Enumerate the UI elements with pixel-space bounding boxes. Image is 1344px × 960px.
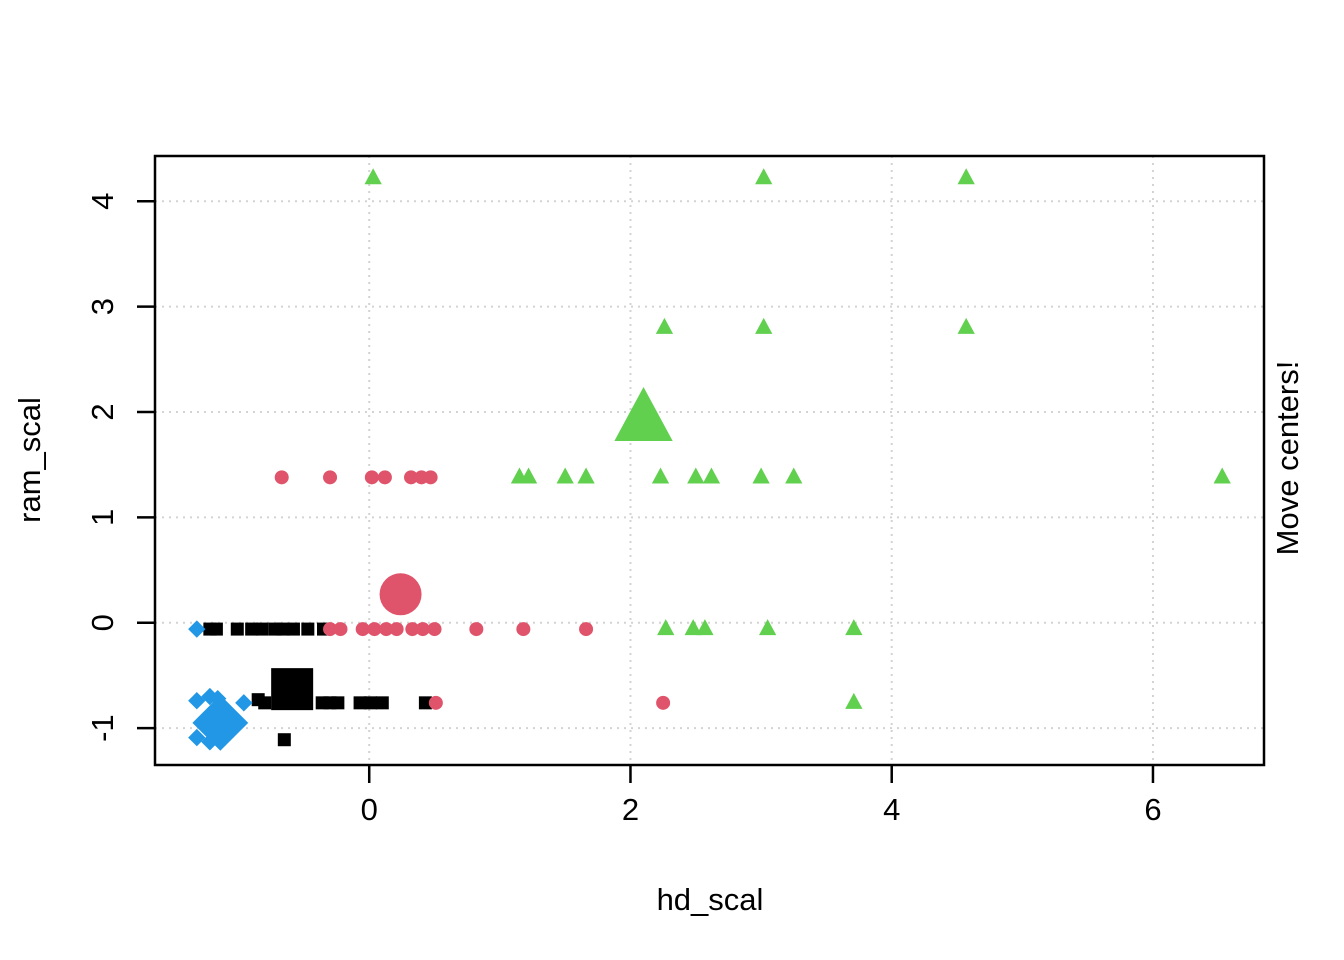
cluster-red-points-marker — [423, 470, 438, 485]
cluster-black-points-marker — [375, 696, 389, 710]
cluster-red-points-marker — [274, 470, 289, 485]
cluster-red-points-marker — [415, 622, 430, 637]
grid-lines — [155, 156, 1264, 765]
plot-frame — [153, 154, 1266, 767]
cluster-red-points-marker — [427, 622, 442, 637]
cluster-black-points-marker — [209, 622, 223, 636]
cluster-red-points-marker — [428, 695, 443, 710]
cluster-green-points-marker — [845, 692, 863, 709]
cluster-green-points-marker — [577, 467, 595, 484]
cluster-green-points-marker — [1213, 467, 1231, 484]
cluster-green-points-marker — [655, 317, 674, 334]
cluster-black-points-marker — [353, 696, 367, 710]
cluster-green-points-marker — [651, 467, 670, 484]
cluster-blue-points-marker — [188, 692, 206, 710]
cluster-green-points-marker — [702, 467, 721, 484]
cluster-green-points-marker — [696, 619, 714, 636]
y-axis-label: ram_scal — [12, 397, 47, 523]
y-tick-label-2: 2 — [85, 403, 120, 420]
x-axis-label: hd_scal — [657, 882, 764, 917]
cluster-green-points-marker — [364, 168, 382, 185]
cluster-black-points-marker — [364, 696, 378, 710]
cluster-green-points-marker — [957, 168, 975, 185]
cluster-red-points-marker — [367, 622, 382, 637]
cluster-red-points-marker — [364, 470, 379, 485]
cluster-blue-points-marker — [188, 620, 206, 638]
right-margin-label: Move centers! — [1270, 361, 1305, 556]
cluster-black-points-marker — [418, 696, 432, 710]
cluster-blue-points-marker — [188, 728, 206, 747]
cluster-black-points-marker — [286, 622, 300, 636]
center-black-marker — [271, 668, 314, 711]
cluster-black-points-marker — [331, 696, 345, 710]
y-tick-label--1: -1 — [85, 714, 120, 742]
y-tick-label-3: 3 — [85, 298, 120, 315]
axis-ticks: 0 2 4 6 -1 0 1 2 3 4 — [85, 193, 1162, 827]
cluster-green-points-marker — [684, 619, 702, 636]
cluster-blue-points-marker — [201, 687, 219, 706]
cluster-red-points-marker — [377, 470, 392, 485]
cluster-red-points-marker — [405, 622, 420, 637]
cluster-blue-points-marker — [235, 694, 253, 712]
cluster-black-points-marker — [230, 622, 244, 636]
y-tick-label-0: 0 — [85, 614, 120, 631]
cluster-red-points-marker — [355, 622, 370, 637]
cluster-red-points-marker — [579, 622, 594, 637]
cluster-red-points-marker — [379, 622, 394, 637]
cluster-green-points-marker — [758, 619, 777, 636]
cluster-black-points-marker — [276, 622, 290, 636]
cluster-red-points-marker — [389, 622, 404, 637]
cluster-green-points-marker — [519, 467, 538, 484]
cluster-green-points-marker — [845, 619, 863, 636]
cluster-red-points-marker — [323, 470, 338, 485]
x-tick-label-6: 6 — [1144, 792, 1161, 827]
cluster-green-points-marker — [752, 467, 770, 484]
y-tick-label-1: 1 — [85, 509, 120, 526]
cluster-red-points-marker — [323, 622, 338, 637]
cluster-black-points-marker — [301, 622, 315, 636]
cluster-green-points-marker — [657, 619, 675, 636]
cluster-green-points-marker — [755, 168, 773, 185]
cluster-green-points-marker — [556, 467, 574, 484]
x-tick-label-2: 2 — [622, 792, 639, 827]
y-tick-label-4: 4 — [85, 193, 120, 210]
x-tick-label-4: 4 — [883, 792, 900, 827]
cluster-red-points-marker — [469, 622, 484, 637]
center-red-marker — [379, 573, 422, 616]
cluster-red-points-marker — [656, 695, 671, 710]
cluster-black-points-marker — [245, 622, 259, 636]
data-points-layer — [188, 168, 1231, 751]
plot-border — [153, 154, 1266, 767]
center-blue-marker — [192, 694, 249, 751]
cluster-green-points-marker — [755, 317, 773, 334]
cluster-black-points-marker — [255, 622, 269, 636]
cluster-black-points-marker — [277, 733, 291, 747]
cluster-green-points-marker — [957, 317, 975, 334]
cluster-black-points-marker — [258, 696, 272, 710]
x-tick-label-0: 0 — [361, 792, 378, 827]
center-green-marker — [614, 386, 673, 441]
cluster-red-points-marker — [516, 622, 531, 637]
cluster-red-points-marker — [333, 622, 348, 637]
cluster-red-points-marker — [404, 470, 419, 485]
cluster-green-points-marker — [687, 467, 705, 484]
cluster-green-points-marker — [785, 467, 803, 484]
